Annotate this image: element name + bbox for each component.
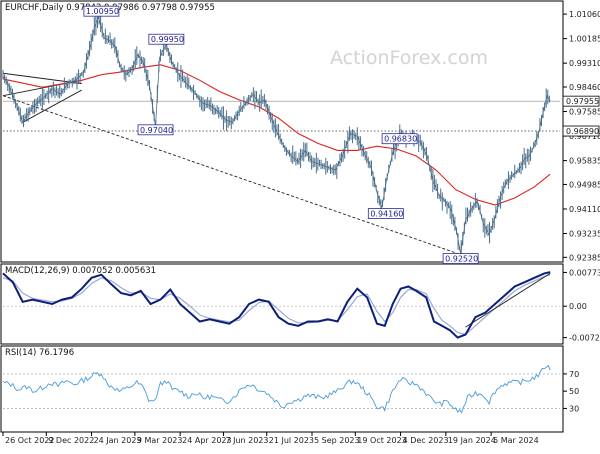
rsi-panel-header: RSI(14) 76.1796: [5, 348, 74, 358]
price-axis-tick-label: 0.94110: [569, 205, 600, 214]
macd-axis-tick-label: 0.00: [569, 302, 587, 311]
support-level-label: 0.96890: [566, 127, 599, 136]
macd-trendline: [465, 273, 551, 328]
x-tick-label: 9 Mar 2023: [137, 436, 183, 445]
macd-axis-tick-label: -0.007201: [569, 334, 600, 343]
macd-signal-line: [2, 274, 551, 336]
macd-panel-frame: [0, 263, 564, 345]
price-line: [2, 15, 551, 254]
level-annotation-label: 0.94160: [370, 210, 403, 219]
level-annotation-box: [381, 133, 418, 145]
price-axis-tick-label: 0.96710: [569, 132, 600, 141]
rsi-axis-tick-label: 70: [569, 370, 579, 379]
watermark: ActionForex.com: [330, 47, 488, 69]
price-axis-tick-label: 1.00185: [569, 35, 600, 44]
rsi-line: [2, 364, 551, 414]
trendline-3: [2, 95, 458, 254]
x-tick-label: 5 Mar 2024: [493, 436, 539, 445]
macd-panel-header: MACD(12,26,9) 0.007052 0.005631: [5, 266, 156, 276]
level-annotation-label: 1.00950: [86, 7, 119, 16]
x-tick-label: 19 Jan 2024: [448, 436, 496, 445]
level-annotation-label: 0.96830: [384, 135, 417, 144]
macd-axis-tick-label: 0.00773: [569, 268, 600, 277]
x-tick-label: 19 Oct 2023: [357, 436, 406, 445]
level-annotation-box: [367, 208, 404, 219]
x-tick-label: 24 Jan 2023: [94, 436, 142, 445]
price-axis-tick-label: 0.98460: [569, 83, 600, 92]
level-annotation-label: 0.99950: [151, 35, 184, 44]
rsi-axis-tick-label: 30: [569, 404, 579, 413]
rsi-axis-tick-label: 50: [569, 387, 579, 396]
x-tick-label: 7 Jun 2023: [225, 436, 268, 445]
price-panel-frame: [0, 0, 564, 263]
macd-line: [2, 271, 551, 339]
price-axis-tick-label: 0.92385: [569, 253, 600, 262]
price-axis-tick-label: 0.95835: [569, 157, 600, 166]
price-axis-tick-label: 0.94985: [569, 180, 600, 189]
x-tick-label: 26 Oct 2022: [5, 436, 54, 445]
level-annotation-box: [442, 253, 479, 264]
x-tick-label: 21 Jul 2023: [269, 436, 314, 445]
macd-layer: 0.00773 0.00 -0.007201: [2, 268, 600, 343]
price-axis-tick-label: 0.97585: [569, 108, 600, 117]
level-annotation-label: 0.92520: [445, 255, 478, 264]
price-axis-tick-label: 1.01060: [569, 10, 600, 19]
price-axis-tick-label: 0.99310: [569, 59, 600, 68]
trendline-2: [22, 89, 82, 123]
level-annotation-box: [83, 5, 120, 17]
current-price-tag: [562, 95, 600, 107]
rsi-layer: 70 50 30: [2, 364, 579, 414]
x-tick-label: 24 Apr 2023: [182, 436, 231, 445]
support-level-tag: [562, 125, 600, 137]
level-annotation-label: 0.97040: [140, 126, 173, 135]
trendline-1: [2, 72, 82, 85]
x-tick-label: 4 Dec 2023: [403, 436, 449, 445]
price-layer: 1.00950 0.99950 0.97040 0.96830 0.94160 0.925…: [2, 5, 600, 264]
x-tick-label: 5 Sep 2023: [314, 436, 360, 445]
level-annotation-box: [148, 33, 185, 45]
price-axis-tick-label: 0.93235: [569, 230, 600, 239]
rsi-panel-frame: [0, 345, 564, 433]
current-price-label: 0.97955: [566, 97, 599, 106]
x-tick-label: 9 Dec 2022: [48, 436, 94, 445]
level-annotation-box: [137, 124, 174, 136]
